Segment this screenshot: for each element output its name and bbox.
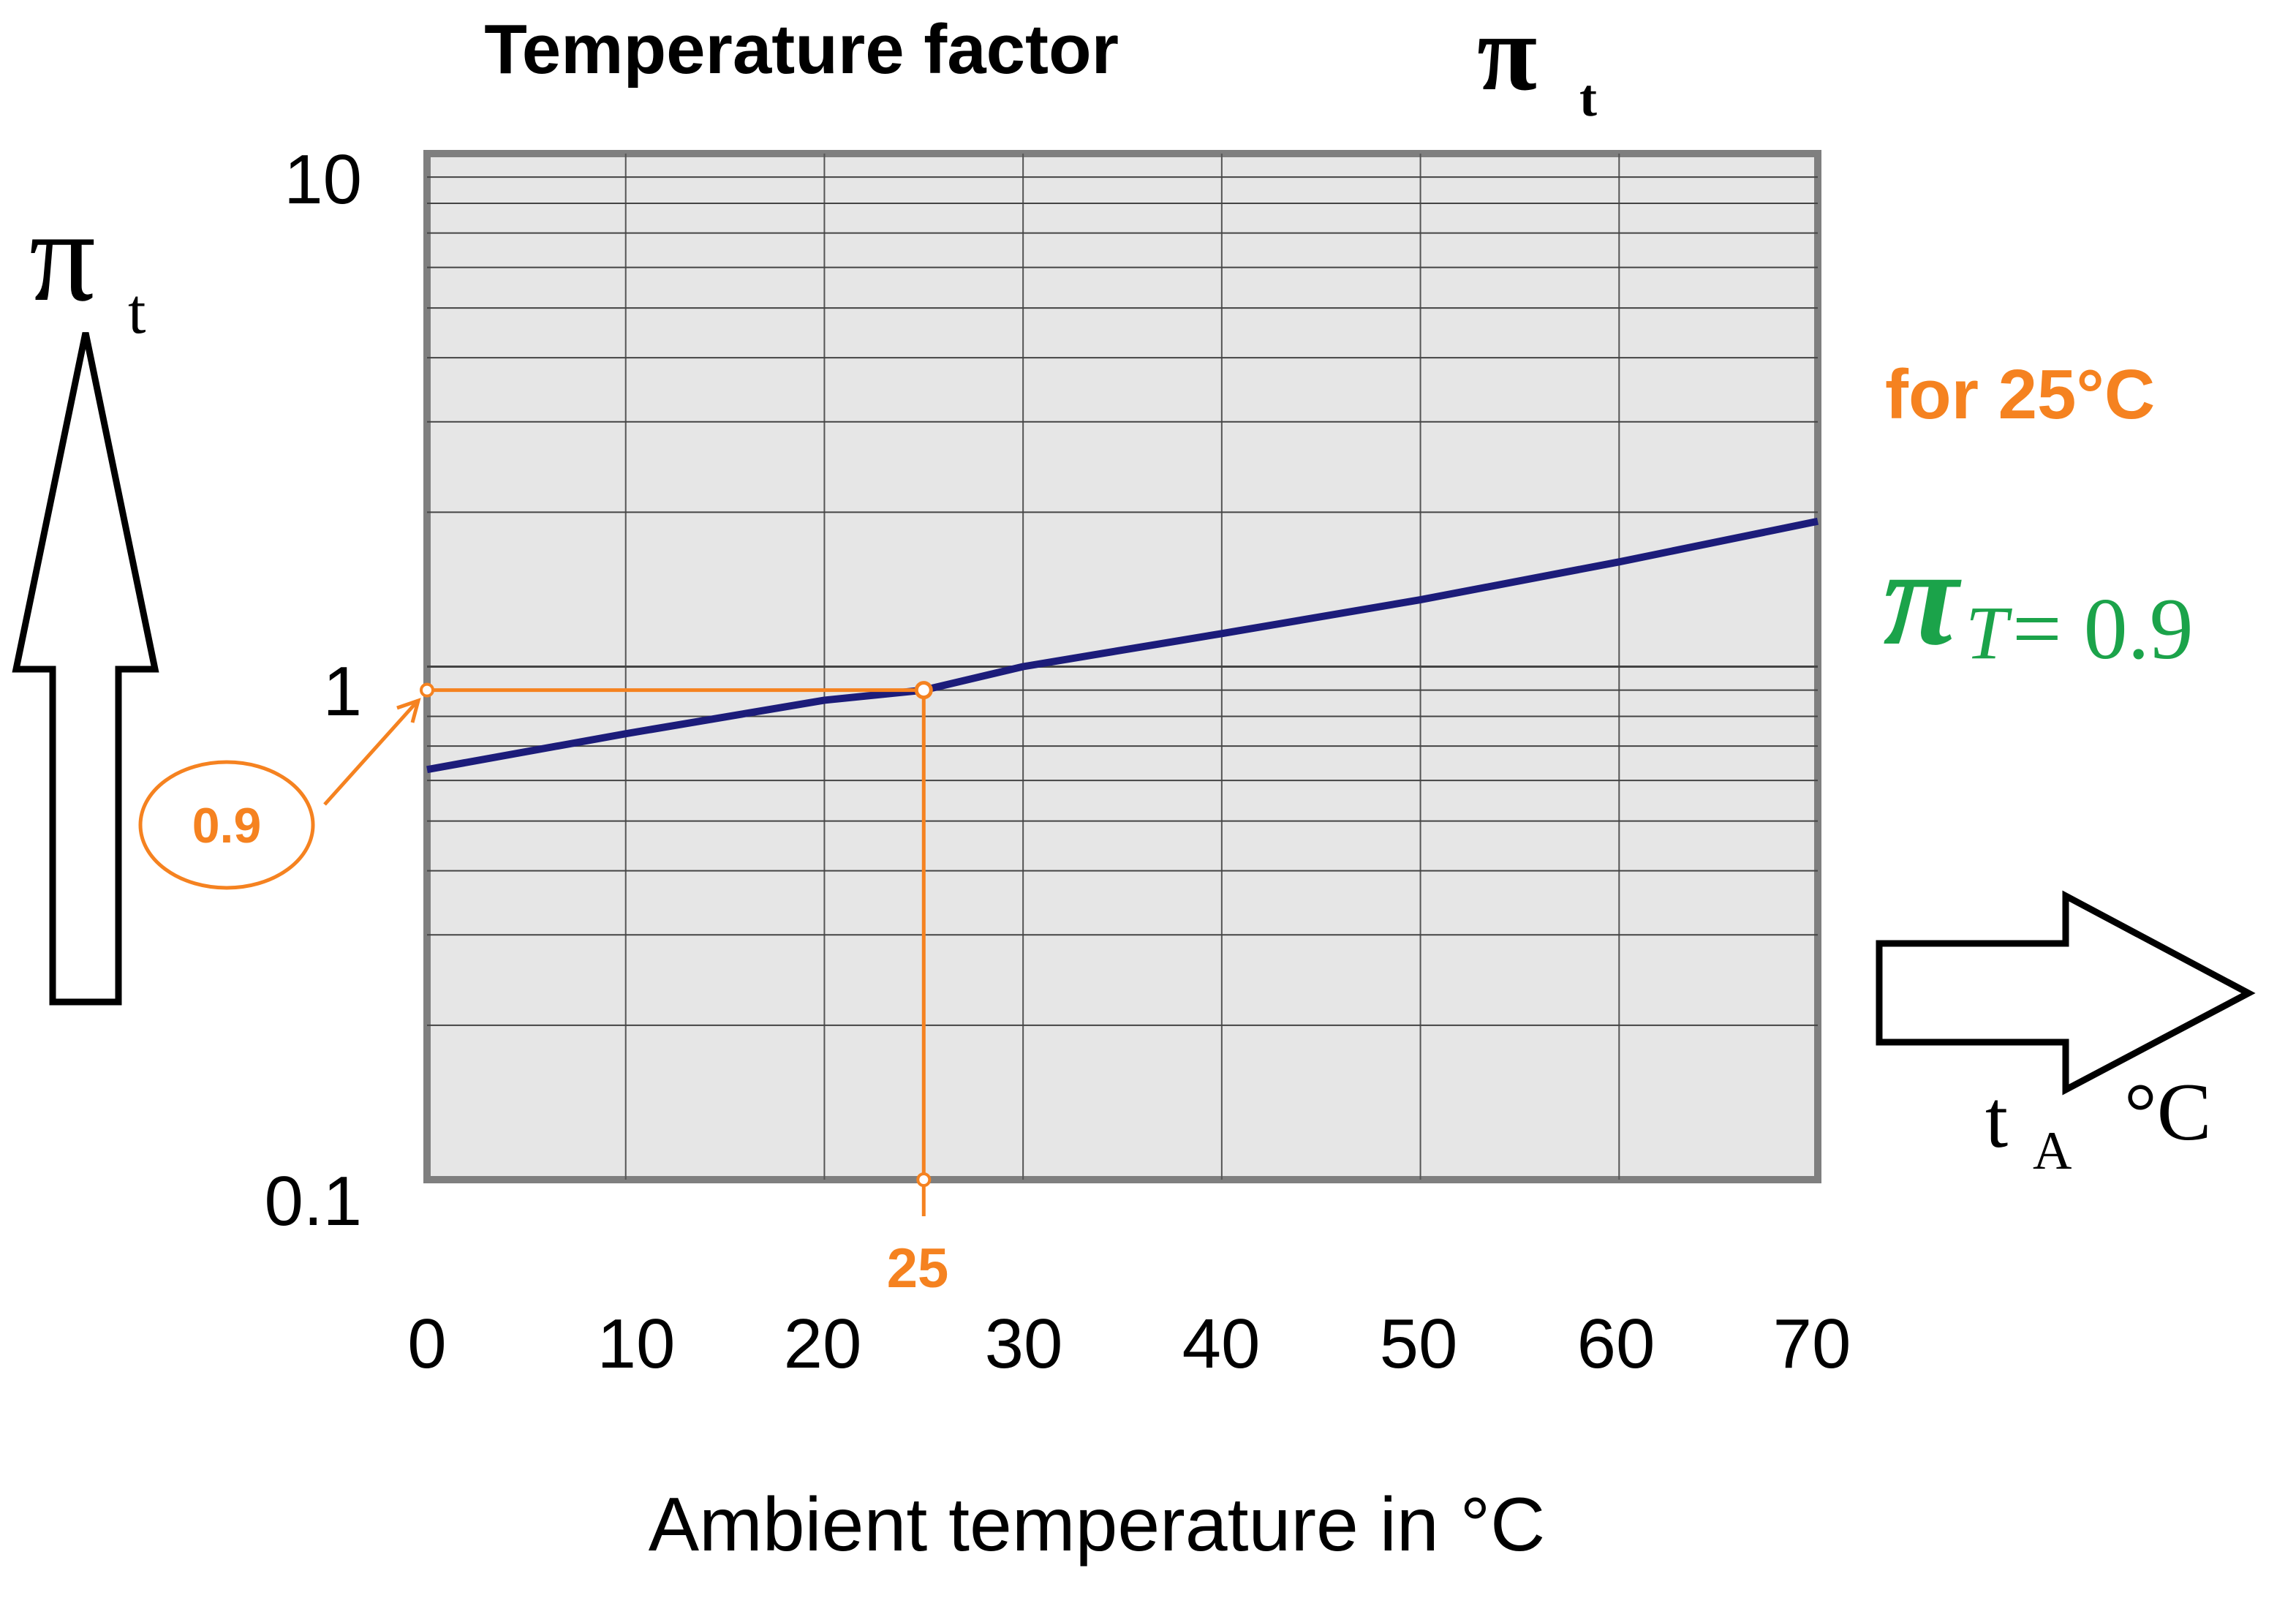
condition-note: for 25°C (1885, 355, 2155, 434)
x-axis-title: Ambient temperature in °C (649, 1482, 1546, 1567)
chart-title-text: Temperature factor (484, 10, 1119, 88)
x-tick-label: 30 (985, 1305, 1063, 1383)
x-axis-symbol: t (1985, 1074, 2008, 1165)
readout-y-value: 0.9 (192, 798, 262, 853)
chart-title-symbol: π (1477, 0, 1537, 113)
y-axis-ticks: 10 1 0.1 (265, 140, 362, 1240)
result-formula: π T = 0.9 (1883, 521, 2194, 677)
x-tick-label: 10 (597, 1305, 676, 1383)
readout-annotation: 0.9 25 (138, 681, 949, 1300)
y-tick-label: 0.1 (265, 1162, 362, 1240)
x-tick-label: 50 (1380, 1305, 1458, 1383)
grid-lines (427, 154, 1818, 1180)
readout-left-marker (420, 682, 434, 698)
x-axis-ticks: 0 10 20 30 40 50 60 70 (407, 1305, 1851, 1383)
x-axis-unit: °C (2124, 1067, 2212, 1158)
pi-t-curve (426, 517, 1819, 774)
x-tick-label: 70 (1773, 1305, 1851, 1383)
x-axis-arrow: t A °C (1876, 890, 2256, 1181)
readout-pointer-arrowhead (396, 698, 421, 723)
y-tick-label: 10 (284, 140, 362, 219)
readout-x-value: 25 (887, 1237, 949, 1300)
chart-title-subscript: t (1579, 69, 1597, 127)
result-symbol: π (1883, 521, 1962, 674)
result-equation: = 0.9 (2012, 580, 2194, 677)
readout-bottom-marker (916, 1172, 932, 1187)
right-arrow-icon (1876, 890, 2256, 1096)
y-axis-arrow: π t (12, 183, 159, 1006)
up-arrow-icon (12, 332, 159, 1006)
result-subscript: T (1965, 591, 2012, 675)
x-axis-subscript: A (2033, 1121, 2072, 1181)
readout-value-ellipse (138, 760, 315, 890)
chart-title: Temperature factor π t (484, 0, 1597, 127)
y-axis-subscript: t (128, 276, 146, 347)
readout-pointer-line (323, 702, 417, 806)
x-tick-label: 60 (1577, 1305, 1655, 1383)
readout-intersection-marker (914, 681, 933, 700)
y-tick-label: 1 (323, 652, 362, 731)
x-tick-label: 0 (407, 1305, 446, 1383)
x-tick-label: 20 (784, 1305, 862, 1383)
x-tick-label: 40 (1182, 1305, 1261, 1383)
y-axis-symbol: π (29, 183, 96, 328)
